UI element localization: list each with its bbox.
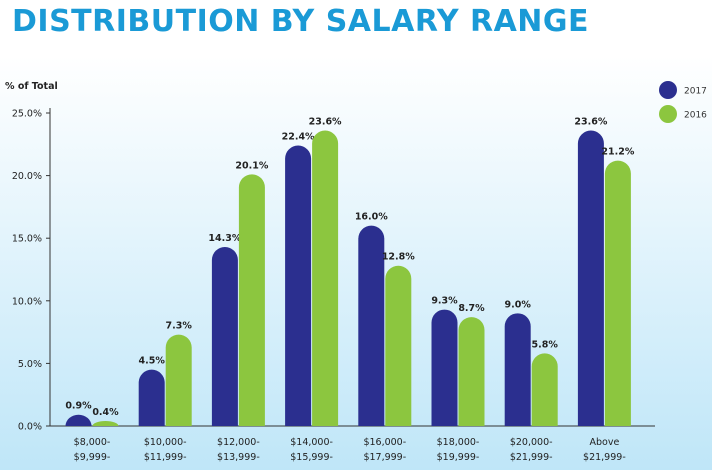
x-tick-label: $21,999- [510, 452, 553, 463]
bar-2017-5 [431, 309, 458, 426]
x-tick-label: $18,000- [437, 437, 480, 448]
bar-2017-4 [358, 225, 385, 426]
bar-2017-7 [577, 130, 604, 426]
legend-label-2016: 2016 [684, 111, 707, 121]
bar-2017-6 [504, 313, 531, 426]
bars: 0.9%0.4% 4.5% 7.3% 14.3% 20.1% 22.4% 23.6% 16.0… [65, 117, 635, 426]
data-label-2016-4: 12.8% [382, 252, 415, 263]
bar-2016-3 [312, 130, 339, 426]
x-tick-label: Above [589, 437, 619, 448]
bar-2017-2 [211, 246, 238, 426]
x-tick-label: $21,999- [583, 452, 626, 463]
page-title: DISTRIBUTION BY SALARY RANGE [12, 4, 590, 39]
x-tick-label: $16,000- [363, 437, 406, 448]
bar-2016-7 [604, 160, 631, 426]
data-label-2017-5: 9.3% [431, 296, 458, 307]
x-tick-labels: $8,000- $9,999- $10,000- $11,999- $12,000- $1… [74, 437, 626, 463]
x-tick-label: $17,999- [363, 452, 406, 463]
data-label-2017-7: 23.6% [574, 117, 607, 128]
legend-swatch-2017 [659, 81, 677, 99]
data-label-2016-6: 5.8% [532, 339, 559, 350]
y-tick-label: 15.0% [12, 234, 42, 245]
bar-2016-6 [531, 353, 558, 426]
x-tick-label: $15,999- [290, 452, 333, 463]
data-label-2017-4: 16.0% [355, 212, 388, 223]
x-tick-label: $13,999- [217, 452, 260, 463]
x-tick-label: $11,999- [144, 452, 187, 463]
bar-2016-4 [385, 265, 412, 426]
data-label-2017-0: 0.9% [65, 401, 92, 412]
legend-label-2017: 2017 [684, 87, 707, 97]
x-tick-label: $10,000- [144, 437, 187, 448]
bar-2017-3 [285, 145, 312, 426]
y-tick-label: 10.0% [12, 296, 42, 307]
y-tick-label: 5.0% [18, 359, 42, 370]
x-tick-label: $9,999- [74, 452, 111, 463]
bar-2017-0 [65, 414, 92, 426]
data-label-2017-2: 14.3% [208, 233, 241, 244]
legend-swatch-2016 [659, 105, 677, 123]
data-label-2016-7: 21.2% [601, 147, 634, 158]
data-label-2016-2: 20.1% [235, 160, 268, 171]
y-tick-label: 0.0% [18, 422, 42, 433]
bar-2016-2 [238, 174, 265, 426]
data-label-2016-0: 0.4% [92, 407, 119, 418]
y-axis-title: % of Total [5, 81, 58, 92]
data-label-2017-6: 9.0% [505, 299, 532, 310]
x-tick-label: $14,000- [290, 437, 333, 448]
y-tick-label: 20.0% [12, 171, 42, 182]
data-label-2017-3: 22.4% [282, 132, 315, 143]
x-tick-label: $19,999- [437, 452, 480, 463]
data-label-2016-5: 8.7% [458, 303, 485, 314]
legend: 2017 2016 [659, 81, 707, 123]
data-label-2017-1: 4.5% [139, 356, 166, 367]
bar-2016-5 [458, 317, 485, 426]
bar-2016-0 [92, 420, 119, 426]
bar-2016-1 [165, 334, 192, 426]
bar-2017-1 [138, 369, 165, 426]
data-label-2016-1: 7.3% [166, 321, 193, 332]
y-tick-label: 25.0% [12, 109, 42, 120]
x-tick-label: $20,000- [510, 437, 553, 448]
y-ticks: 0.0% 5.0% 10.0% 15.0% 20.0% 25.0% [12, 109, 50, 433]
x-tick-label: $12,000- [217, 437, 260, 448]
x-tick-label: $8,000- [74, 437, 111, 448]
data-label-2016-3: 23.6% [309, 117, 342, 128]
